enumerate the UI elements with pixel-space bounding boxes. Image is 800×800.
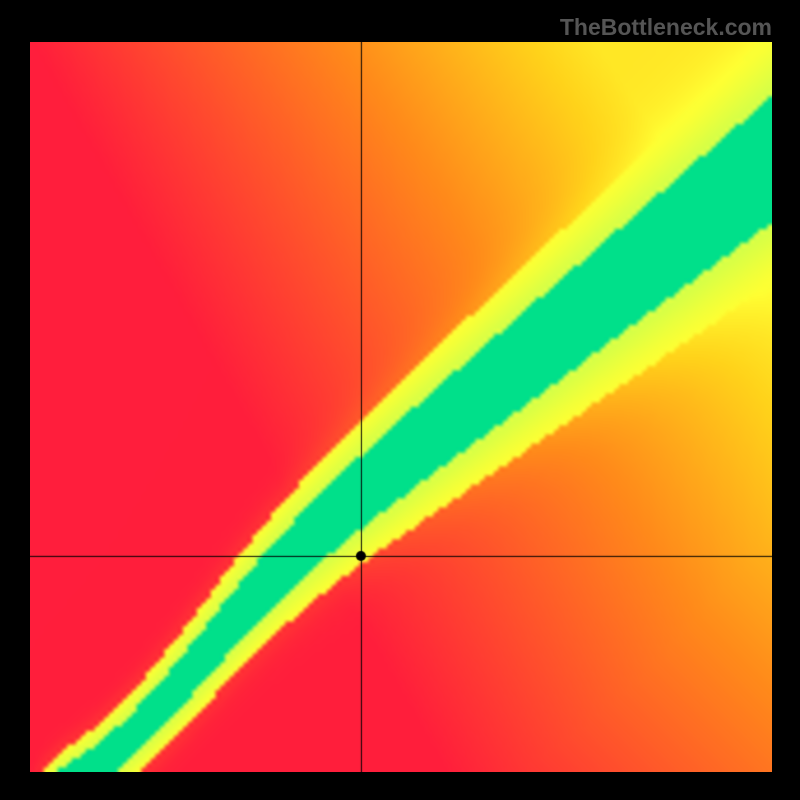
bottleneck-heatmap: [30, 42, 772, 772]
watermark-text: TheBottleneck.com: [560, 14, 772, 41]
chart-container: { "canvas": { "width": 800, "height": 80…: [0, 0, 800, 800]
